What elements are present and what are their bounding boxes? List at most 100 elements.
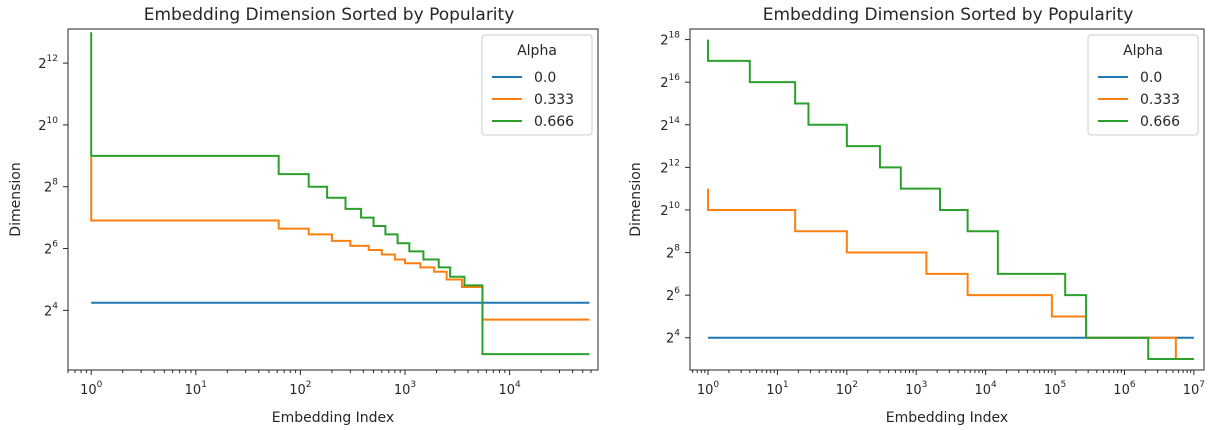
plot-frame	[689, 28, 1205, 371]
x-tick-exponent: 3	[922, 380, 928, 390]
x-tick-base: 10	[1113, 383, 1130, 398]
x-tick-base: 10	[289, 383, 306, 398]
y-tick-base: 2	[44, 181, 52, 196]
x-tick-label: 107	[1183, 380, 1205, 398]
x-tick-base: 10	[905, 383, 922, 398]
chart-title: Embedding Dimension Sorted by Popularity	[144, 5, 515, 25]
series-group	[707, 39, 1194, 361]
series-group	[90, 32, 590, 356]
x-tick-exponent: 4	[515, 380, 521, 390]
y-tick-exponent: 16	[669, 73, 681, 83]
legend: Alpha 0.0 0.333 0.666	[481, 34, 593, 136]
x-tick-label: 101	[185, 380, 207, 398]
x-tick-exponent: 7	[1199, 380, 1205, 390]
legend-label-0-666: 0.666	[534, 114, 574, 130]
left-chart: Embedding Dimension Sorted by Popularity…	[8, 5, 599, 426]
x-tick-exponent: 4	[991, 380, 997, 390]
legend-title: Alpha	[517, 43, 557, 59]
x-tick-base: 10	[836, 383, 853, 398]
x-tick-base: 10	[766, 383, 783, 398]
x-tick-exponent: 1	[201, 380, 207, 390]
y-tick-base: 2	[38, 119, 46, 134]
y-tick-base: 2	[44, 243, 52, 258]
y-tick-label: 212	[38, 54, 58, 72]
y-tick-exponent: 18	[669, 31, 681, 41]
y-tick-base: 2	[38, 57, 46, 72]
right-chart: Embedding Dimension Sorted by Popularity…	[628, 5, 1205, 426]
y-tick-exponent: 6	[52, 240, 58, 250]
legend-box	[1087, 34, 1199, 136]
y-tick-exponent: 4	[52, 301, 58, 311]
legend-label-0-0: 0.0	[534, 70, 556, 86]
x-tick-label: 100	[80, 380, 103, 398]
y-tick-label: 28	[44, 178, 58, 196]
legend-label-0-333: 0.333	[1140, 92, 1180, 108]
x-tick-label: 105	[1044, 380, 1066, 398]
y-tick-base: 2	[660, 161, 668, 176]
x-tick-exponent: 2	[852, 380, 858, 390]
x-tick-label: 103	[905, 380, 927, 398]
legend-label-0-666: 0.666	[1140, 114, 1180, 130]
x-tick-base: 10	[80, 383, 97, 398]
legend-label-0-0: 0.0	[1140, 70, 1162, 86]
series-line-0-333	[707, 188, 1194, 361]
y-tick-base: 2	[666, 332, 674, 347]
y-tick-exponent: 10	[669, 201, 681, 211]
x-tick-exponent: 2	[306, 380, 312, 390]
y-tick-exponent: 8	[52, 178, 58, 188]
x-tick-exponent: 1	[783, 380, 789, 390]
series-line-0-333	[90, 156, 590, 321]
x-tick-label: 102	[836, 380, 858, 398]
x-tick-label: 103	[394, 380, 416, 398]
x-tick-label: 106	[1113, 380, 1136, 398]
y-tick-label: 26	[44, 240, 58, 258]
x-tick-base: 10	[697, 383, 714, 398]
y-tick-label: 24	[666, 329, 680, 347]
y-axis-label: Dimension	[8, 162, 24, 236]
plot-frame	[67, 28, 599, 371]
x-tick-base: 10	[498, 383, 515, 398]
y-axis-label: Dimension	[628, 162, 644, 236]
x-tick-label: 101	[766, 380, 788, 398]
y-tick-label: 26	[666, 286, 680, 304]
y-tick-base: 2	[666, 289, 674, 304]
series-line-0-666	[90, 32, 590, 356]
x-tick-label: 100	[697, 380, 720, 398]
y-tick-exponent: 8	[674, 244, 680, 254]
y-tick-label: 216	[660, 73, 680, 91]
legend-label-0-333: 0.333	[534, 92, 574, 108]
x-tick-base: 10	[1183, 383, 1200, 398]
y-tick-base: 2	[666, 247, 674, 262]
series-line-0-666	[707, 39, 1194, 361]
x-tick-exponent: 5	[1060, 380, 1066, 390]
y-tick-exponent: 10	[47, 116, 59, 126]
y-tick-base: 2	[44, 304, 52, 319]
legend-box	[481, 34, 593, 136]
x-tick-label: 104	[975, 380, 998, 398]
y-tick-label: 24	[44, 301, 58, 319]
y-tick-base: 2	[660, 119, 668, 134]
y-tick-exponent: 4	[674, 329, 680, 339]
x-tick-base: 10	[975, 383, 992, 398]
x-tick-exponent: 3	[410, 380, 416, 390]
y-tick-label: 218	[660, 31, 680, 49]
x-tick-exponent: 0	[713, 380, 719, 390]
legend-title: Alpha	[1123, 43, 1163, 59]
y-tick-label: 210	[660, 201, 680, 219]
y-tick-exponent: 12	[47, 54, 58, 64]
x-tick-exponent: 6	[1130, 380, 1136, 390]
x-tick-exponent: 0	[97, 380, 103, 390]
x-tick-label: 104	[498, 380, 521, 398]
y-tick-base: 2	[660, 204, 668, 219]
legend: Alpha 0.0 0.333 0.666	[1087, 34, 1199, 136]
x-axis-label: Embedding Index	[272, 410, 394, 426]
y-tick-base: 2	[660, 76, 668, 91]
x-tick-label: 102	[289, 380, 311, 398]
y-tick-label: 28	[666, 244, 680, 262]
x-tick-base: 10	[185, 383, 202, 398]
x-tick-base: 10	[394, 383, 411, 398]
x-axis-label: Embedding Index	[886, 410, 1008, 426]
chart-title: Embedding Dimension Sorted by Popularity	[763, 5, 1134, 25]
y-tick-label: 214	[660, 116, 680, 134]
